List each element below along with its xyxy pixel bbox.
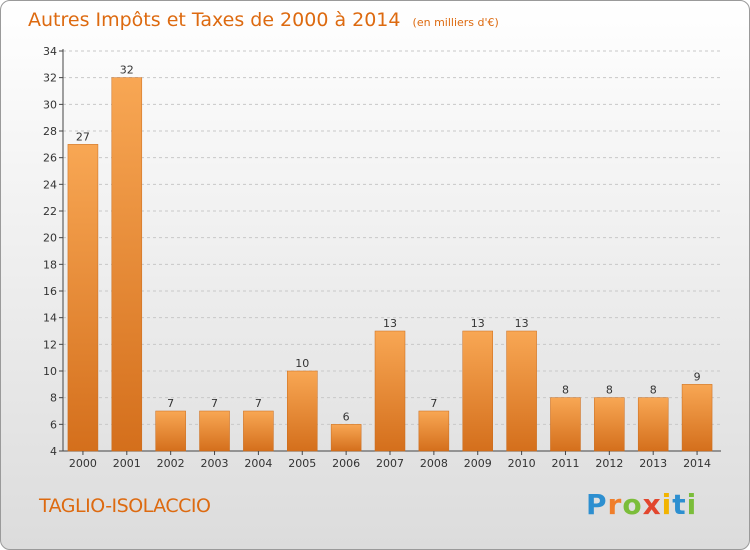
brand-letter: x [642, 488, 662, 521]
bar [462, 330, 493, 452]
y-tick-label: 16 [43, 285, 57, 298]
x-tick-label: 2010 [508, 457, 536, 470]
bar [111, 77, 143, 452]
data-label: 6 [343, 410, 350, 423]
x-tick-label: 2014 [683, 457, 711, 470]
bar [67, 144, 99, 452]
bar [550, 397, 581, 452]
data-label: 13 [383, 317, 397, 330]
bar [243, 410, 274, 452]
y-tick-label: 22 [43, 205, 57, 218]
y-tick-label: 10 [43, 365, 57, 378]
y-tick-label: 26 [43, 152, 57, 165]
chart-title-text: Autres Impôts et Taxes de 2000 à 2014 [28, 9, 401, 31]
x-tick-label: 2011 [551, 457, 579, 470]
brand-letter: r [607, 488, 623, 521]
bar [287, 370, 318, 452]
data-label: 8 [606, 384, 613, 397]
bar [506, 330, 537, 452]
bar [199, 410, 230, 452]
x-tick-label: 2007 [376, 457, 404, 470]
brand-letter: i [686, 488, 698, 521]
y-tick-label: 18 [43, 258, 57, 271]
chart-title: Autres Impôts et Taxes de 2000 à 2014 (e… [28, 9, 499, 31]
brand-letter: o [622, 488, 643, 521]
y-tick-label: 14 [43, 312, 57, 325]
proxiti-logo: Proxiti [586, 488, 697, 521]
bar [681, 384, 713, 452]
y-tick-label: 20 [43, 232, 57, 245]
x-tick-label: 2009 [464, 457, 492, 470]
data-label: 7 [167, 397, 174, 410]
data-label: 32 [120, 64, 134, 77]
y-tick-label: 8 [50, 392, 57, 405]
brand-letter: i [661, 488, 673, 521]
y-tick-label: 6 [50, 418, 57, 431]
x-tick-label: 2008 [420, 457, 448, 470]
x-tick-label: 2000 [69, 457, 97, 470]
y-tick-label: 24 [43, 178, 57, 191]
data-label: 7 [211, 397, 218, 410]
bar [418, 410, 450, 452]
data-label: 13 [471, 317, 485, 330]
y-tick-label: 30 [43, 98, 57, 111]
data-label: 27 [76, 130, 90, 143]
data-label: 10 [295, 357, 309, 370]
bar [155, 410, 186, 452]
y-tick-label: 28 [43, 125, 57, 138]
x-tick-label: 2013 [639, 457, 667, 470]
data-label: 7 [255, 397, 262, 410]
brand-letter: P [586, 488, 608, 521]
x-tick-label: 2006 [332, 457, 360, 470]
x-tick-label: 2002 [157, 457, 185, 470]
commune-name: TAGLIO-ISOLACCIO [39, 495, 211, 517]
bar [374, 330, 406, 452]
data-label: 8 [650, 384, 657, 397]
x-tick-label: 2012 [595, 457, 623, 470]
chart-unit: (en milliers d'€) [412, 16, 499, 29]
y-tick-label: 34 [43, 45, 57, 58]
data-label: 8 [562, 384, 569, 397]
y-tick-label: 32 [43, 72, 57, 85]
x-tick-label: 2004 [244, 457, 272, 470]
x-tick-label: 2005 [288, 457, 316, 470]
data-label: 13 [515, 317, 529, 330]
bar [330, 424, 362, 452]
data-label: 9 [694, 370, 701, 383]
x-tick-label: 2003 [201, 457, 229, 470]
brand-letter: t [672, 488, 687, 521]
bar [594, 397, 625, 452]
data-label: 7 [430, 397, 437, 410]
x-tick-label: 2001 [113, 457, 141, 470]
bar [637, 397, 669, 452]
y-tick-label: 4 [50, 445, 57, 458]
y-tick-label: 12 [43, 338, 57, 351]
